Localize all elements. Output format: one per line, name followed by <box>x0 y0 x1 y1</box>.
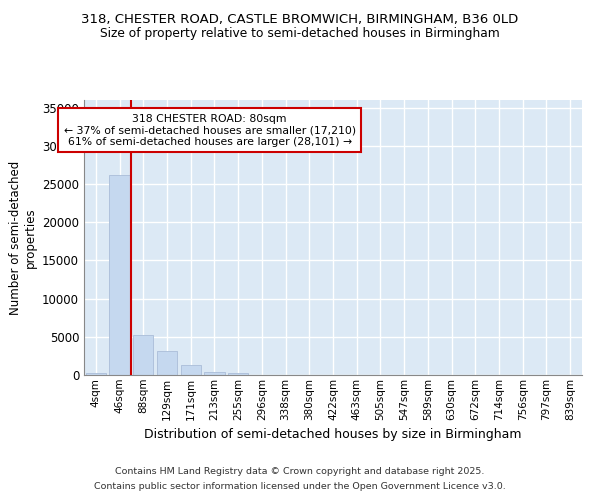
X-axis label: Distribution of semi-detached houses by size in Birmingham: Distribution of semi-detached houses by … <box>144 428 522 441</box>
Y-axis label: Number of semi-detached
properties: Number of semi-detached properties <box>8 160 37 314</box>
Text: Size of property relative to semi-detached houses in Birmingham: Size of property relative to semi-detach… <box>100 28 500 40</box>
Text: 318, CHESTER ROAD, CASTLE BROMWICH, BIRMINGHAM, B36 0LD: 318, CHESTER ROAD, CASTLE BROMWICH, BIRM… <box>82 12 518 26</box>
Bar <box>157 352 177 375</box>
Bar <box>228 374 248 375</box>
Text: 318 CHESTER ROAD: 80sqm
← 37% of semi-detached houses are smaller (17,210)
61% o: 318 CHESTER ROAD: 80sqm ← 37% of semi-de… <box>64 114 356 147</box>
Bar <box>205 372 224 375</box>
Bar <box>109 175 130 375</box>
Text: Contains public sector information licensed under the Open Government Licence v3: Contains public sector information licen… <box>94 482 506 491</box>
Bar <box>86 372 106 375</box>
Bar <box>181 365 201 375</box>
Bar <box>133 336 154 375</box>
Text: Contains HM Land Registry data © Crown copyright and database right 2025.: Contains HM Land Registry data © Crown c… <box>115 467 485 476</box>
